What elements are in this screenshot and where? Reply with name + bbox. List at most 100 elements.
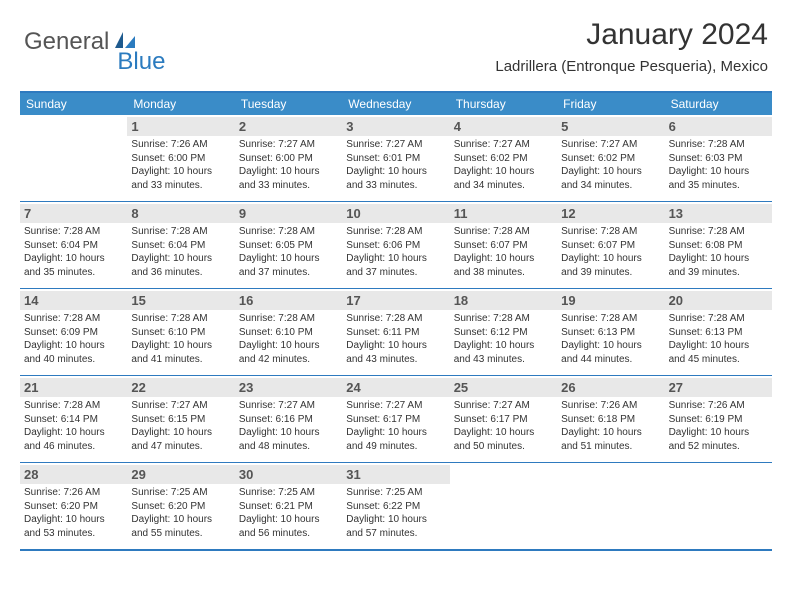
week-row: 21Sunrise: 7:28 AMSunset: 6:14 PMDayligh… bbox=[20, 376, 772, 463]
sunrise-line: Sunrise: 7:28 AM bbox=[24, 312, 123, 326]
daylight-line: Daylight: 10 hours and 42 minutes. bbox=[239, 339, 338, 366]
logo-text-blue: Blue bbox=[117, 48, 165, 76]
page-subtitle: Ladrillera (Entronque Pesqueria), Mexico bbox=[495, 58, 768, 75]
sunrise-line: Sunrise: 7:28 AM bbox=[131, 225, 230, 239]
daylight-line: Daylight: 10 hours and 38 minutes. bbox=[454, 252, 553, 279]
day-cell: 13Sunrise: 7:28 AMSunset: 6:08 PMDayligh… bbox=[665, 202, 772, 288]
sunrise-line: Sunrise: 7:28 AM bbox=[239, 312, 338, 326]
sunrise-line: Sunrise: 7:28 AM bbox=[239, 225, 338, 239]
logo: General Blue bbox=[24, 18, 165, 66]
day-number: 19 bbox=[557, 291, 664, 310]
daylight-line: Daylight: 10 hours and 35 minutes. bbox=[24, 252, 123, 279]
day-cell: 24Sunrise: 7:27 AMSunset: 6:17 PMDayligh… bbox=[342, 376, 449, 462]
weekday-header: Sunday bbox=[20, 93, 127, 115]
weekday-header: Friday bbox=[557, 93, 664, 115]
daylight-line: Daylight: 10 hours and 51 minutes. bbox=[561, 426, 660, 453]
sunset-line: Sunset: 6:17 PM bbox=[346, 413, 445, 427]
day-cell: 12Sunrise: 7:28 AMSunset: 6:07 PMDayligh… bbox=[557, 202, 664, 288]
day-cell: 31Sunrise: 7:25 AMSunset: 6:22 PMDayligh… bbox=[342, 463, 449, 549]
day-cell: 20Sunrise: 7:28 AMSunset: 6:13 PMDayligh… bbox=[665, 289, 772, 375]
weekday-header-row: SundayMondayTuesdayWednesdayThursdayFrid… bbox=[20, 93, 772, 115]
calendar-weeks: 1 Sunrise: 7:26 AM Sunset: 6:00 PM Daylight… bbox=[20, 115, 772, 549]
sunrise-line: Sunrise: 7:26 AM bbox=[24, 486, 123, 500]
day-number: 9 bbox=[235, 204, 342, 223]
daylight-line: Daylight: 10 hours and 41 minutes. bbox=[131, 339, 230, 366]
day-cell: 19Sunrise: 7:28 AMSunset: 6:13 PMDayligh… bbox=[557, 289, 664, 375]
sunset-line: Sunset: 6:10 PM bbox=[239, 326, 338, 340]
sunrise-line: Sunrise: 7:28 AM bbox=[669, 138, 768, 152]
day-number: 26 bbox=[557, 378, 664, 397]
sunset-line: Sunset: 6:19 PM bbox=[669, 413, 768, 427]
day-cell: 6Sunrise: 7:28 AMSunset: 6:03 PMDaylight… bbox=[665, 115, 772, 201]
sunrise-line: Sunrise: 7:26 AM bbox=[561, 399, 660, 413]
day-cell: 4Sunrise: 7:27 AMSunset: 6:02 PMDaylight… bbox=[450, 115, 557, 201]
day-cell: 30Sunrise: 7:25 AMSunset: 6:21 PMDayligh… bbox=[235, 463, 342, 549]
calendar: SundayMondayTuesdayWednesdayThursdayFrid… bbox=[20, 91, 772, 551]
sunrise-line: Sunrise: 7:28 AM bbox=[24, 225, 123, 239]
day-number: 17 bbox=[342, 291, 449, 310]
day-cell: 27Sunrise: 7:26 AMSunset: 6:19 PMDayligh… bbox=[665, 376, 772, 462]
day-cell: 15Sunrise: 7:28 AMSunset: 6:10 PMDayligh… bbox=[127, 289, 234, 375]
title-block: January 2024 Ladrillera (Entronque Pesqu… bbox=[495, 18, 768, 75]
sunrise-line: Sunrise: 7:27 AM bbox=[346, 399, 445, 413]
day-number: 12 bbox=[557, 204, 664, 223]
sunset-line: Sunset: 6:08 PM bbox=[669, 239, 768, 253]
day-cell: 29Sunrise: 7:25 AMSunset: 6:20 PMDayligh… bbox=[127, 463, 234, 549]
day-number: 7 bbox=[20, 204, 127, 223]
daylight-line: Daylight: 10 hours and 40 minutes. bbox=[24, 339, 123, 366]
daylight-line: Daylight: 10 hours and 35 minutes. bbox=[669, 165, 768, 192]
sunset-line: Sunset: 6:12 PM bbox=[454, 326, 553, 340]
daylight-line: Daylight: 10 hours and 55 minutes. bbox=[131, 513, 230, 540]
sunset-line: Sunset: 6:10 PM bbox=[131, 326, 230, 340]
day-number: 21 bbox=[20, 378, 127, 397]
sunset-line: Sunset: 6:04 PM bbox=[131, 239, 230, 253]
day-cell: 8Sunrise: 7:28 AMSunset: 6:04 PMDaylight… bbox=[127, 202, 234, 288]
sunset-line: Sunset: 6:04 PM bbox=[24, 239, 123, 253]
day-cell: 23Sunrise: 7:27 AMSunset: 6:16 PMDayligh… bbox=[235, 376, 342, 462]
daylight-line: Daylight: 10 hours and 43 minutes. bbox=[346, 339, 445, 366]
day-cell: 9Sunrise: 7:28 AMSunset: 6:05 PMDaylight… bbox=[235, 202, 342, 288]
daylight-line: Daylight: 10 hours and 50 minutes. bbox=[454, 426, 553, 453]
sunset-line: Sunset: 6:07 PM bbox=[454, 239, 553, 253]
sunrise-line: Sunrise: 7:28 AM bbox=[131, 312, 230, 326]
sunset-line: Sunset: 6:15 PM bbox=[131, 413, 230, 427]
day-number: 14 bbox=[20, 291, 127, 310]
daylight-line: Daylight: 10 hours and 43 minutes. bbox=[454, 339, 553, 366]
sunrise-line: Sunrise: 7:28 AM bbox=[346, 225, 445, 239]
day-number: 25 bbox=[450, 378, 557, 397]
sunset-line: Sunset: 6:13 PM bbox=[669, 326, 768, 340]
sunset-line: Sunset: 6:18 PM bbox=[561, 413, 660, 427]
day-cell: 28Sunrise: 7:26 AMSunset: 6:20 PMDayligh… bbox=[20, 463, 127, 549]
day-cell bbox=[557, 463, 664, 549]
day-number: 28 bbox=[20, 465, 127, 484]
sunset-line: Sunset: 6:01 PM bbox=[346, 152, 445, 166]
weekday-header: Tuesday bbox=[235, 93, 342, 115]
sunrise-line: Sunrise: 7:25 AM bbox=[131, 486, 230, 500]
day-cell bbox=[20, 115, 127, 201]
sunset-line: Sunset: 6:16 PM bbox=[239, 413, 338, 427]
daylight-line: Daylight: 10 hours and 36 minutes. bbox=[131, 252, 230, 279]
sunset-line: Sunset: 6:00 PM bbox=[239, 152, 338, 166]
day-number: 23 bbox=[235, 378, 342, 397]
daylight-line: Daylight: 10 hours and 37 minutes. bbox=[239, 252, 338, 279]
sunset-line: Sunset: 6:09 PM bbox=[24, 326, 123, 340]
sunrise-line: Sunrise: 7:28 AM bbox=[669, 225, 768, 239]
day-cell: 21Sunrise: 7:28 AMSunset: 6:14 PMDayligh… bbox=[20, 376, 127, 462]
sunset-line: Sunset: 6:13 PM bbox=[561, 326, 660, 340]
sunrise-line: Sunrise: 7:28 AM bbox=[24, 399, 123, 413]
daylight-line: Daylight: 10 hours and 33 minutes. bbox=[346, 165, 445, 192]
day-number: 1 bbox=[127, 117, 234, 136]
day-cell: 7 Sunrise: 7:28 AMSunset: 6:04 PMDaylight… bbox=[20, 202, 127, 288]
sunrise-line: Sunrise: 7:28 AM bbox=[561, 225, 660, 239]
daylight-line: Daylight: 10 hours and 47 minutes. bbox=[131, 426, 230, 453]
weekday-header: Thursday bbox=[450, 93, 557, 115]
sunset-line: Sunset: 6:07 PM bbox=[561, 239, 660, 253]
daylight-line: Daylight: 10 hours and 34 minutes. bbox=[454, 165, 553, 192]
day-number: 5 bbox=[557, 117, 664, 136]
day-number: 6 bbox=[665, 117, 772, 136]
day-number: 24 bbox=[342, 378, 449, 397]
sunset-line: Sunset: 6:17 PM bbox=[454, 413, 553, 427]
sunrise-line: Sunrise: 7:28 AM bbox=[669, 312, 768, 326]
daylight-line: Daylight: 10 hours and 56 minutes. bbox=[239, 513, 338, 540]
sunrise-line: Sunrise: 7:27 AM bbox=[239, 399, 338, 413]
